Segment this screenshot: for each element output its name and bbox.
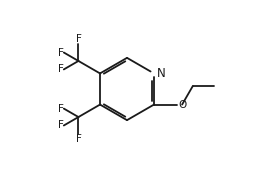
Text: N: N [156, 67, 165, 80]
Text: F: F [58, 104, 64, 114]
Text: F: F [58, 48, 64, 57]
Text: F: F [75, 34, 81, 44]
Text: O: O [178, 100, 186, 110]
Text: F: F [58, 64, 64, 74]
Text: F: F [75, 134, 81, 144]
Text: F: F [58, 121, 64, 130]
